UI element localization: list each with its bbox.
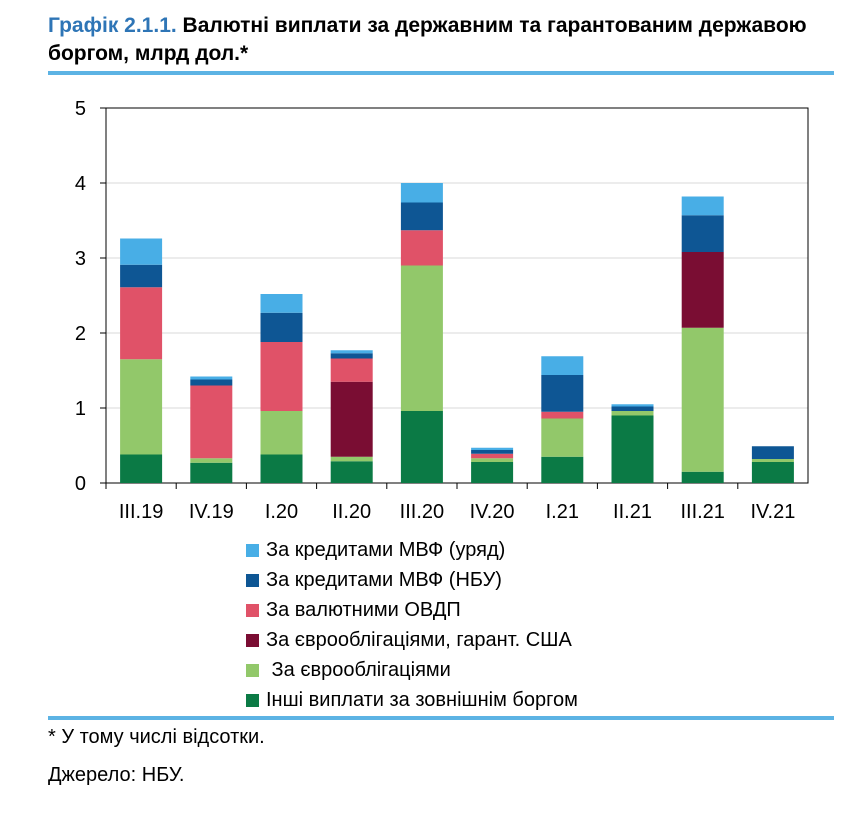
legend-swatch-eurobonds-us [246,633,259,647]
legend-item-ovdp: За валютними ОВДП [246,595,578,625]
bar-segment-eurobonds_us [330,381,373,457]
x-tick-label: III.21 [680,501,724,523]
legend-item-imf-nbu: За кредитами МВФ (НБУ) [246,565,578,595]
bar-segment-other [611,415,654,483]
bar-segment-other [120,454,163,483]
bar-segment-imf_nbu [471,450,514,454]
bar-segment-ovdp [330,358,373,382]
bar-segment-ovdp [120,287,163,360]
bar-segment-other [190,462,233,483]
legend-item-eurobonds: За єврооблігаціями [246,655,578,685]
bar-segment-eurobonds [260,411,303,455]
legend-item-eurobonds-us: За єврооблігаціями, гарант. США [246,625,578,655]
legend-swatch-ovdp [246,603,259,617]
legend-label-ovdp: За валютними ОВДП [266,598,461,621]
bar-segment-imf_nbu [190,379,233,386]
x-tick-label: II.20 [332,501,371,523]
bar-segment-eurobonds [190,458,233,463]
legend-swatch-eurobonds [246,663,259,677]
legend-swatch-imf-gov [246,543,259,557]
source-note: Джерело: НБУ. [48,764,185,786]
bar-segment-other [681,471,724,483]
bar-segment-imf_gov [471,447,514,450]
chart-number: Графік 2.1.1. [48,14,177,37]
legend-label-eurobonds-us: За єврооблігаціями, гарант. США [266,628,572,651]
footer-divider [48,716,834,720]
y-tick-label: 5 [75,98,86,120]
bar-segment-ovdp [190,385,233,459]
bar-segment-imf_gov [330,350,373,354]
legend-label-imf-gov: За кредитами МВФ (уряд) [266,538,506,561]
x-tick-label: II.21 [613,501,652,523]
chart-title: Графік 2.1.1. Валютні виплати за державн… [48,12,838,68]
x-tick-label: I.21 [546,501,579,523]
y-tick-label: 3 [75,248,86,270]
footnote: * У тому числі відсотки. [48,726,265,748]
legend-item-other: Інші виплати за зовнішнім боргом [246,685,578,715]
legend-label-eurobonds: За єврооблігаціями [266,658,451,681]
bar-segment-eurobonds [541,418,584,457]
bar-segment-other [471,462,514,483]
bar-segment-imf_nbu [681,215,724,252]
y-tick-label: 2 [75,323,86,345]
bar-segment-imf_gov [120,238,163,265]
bar-segment-imf_gov [541,356,584,375]
bar-segment-imf_gov [611,404,654,407]
bar-segment-imf_gov [400,183,443,203]
bar-segment-imf_nbu [751,446,794,459]
bar-segment-other [330,461,373,483]
x-tick-label: I.20 [265,501,298,523]
bar-segment-ovdp [541,411,584,419]
bar-segment-imf_gov [190,376,233,380]
y-tick-label: 1 [75,398,86,420]
y-tick-label: 4 [75,173,86,195]
bar-segment-imf_gov [260,294,303,313]
bar-segment-imf_nbu [611,406,654,411]
bar-segment-other [751,462,794,483]
bar-segment-imf_nbu [330,353,373,359]
legend-item-imf-gov: За кредитами МВФ (уряд) [246,535,578,565]
bar-segment-ovdp [400,230,443,266]
legend-label-imf-nbu: За кредитами МВФ (НБУ) [266,568,502,591]
y-tick-label: 0 [75,473,86,495]
bar-chart: 0 1 2 3 4 5 III.19 IV.19 I.20 II.20 III.20 IV.20 I.2… [75,98,809,523]
x-tick-label: IV.20 [470,501,515,523]
x-tick-label: IV.19 [189,501,234,523]
bar-segment-other [541,456,584,483]
bar-segment-eurobonds_us [681,252,724,328]
x-tick-label: III.19 [119,501,163,523]
legend-label-other: Інші виплати за зовнішнім боргом [266,688,578,711]
bar-segment-eurobonds [120,359,163,455]
bar-segment-imf_gov [681,196,724,216]
bar-segment-eurobonds [751,459,794,462]
chart-legend: За кредитами МВФ (уряд) За кредитами МВФ… [246,535,578,715]
legend-swatch-imf-nbu [246,573,259,587]
bar-segment-other [400,411,443,483]
title-divider [48,71,834,75]
bar-segment-eurobonds [330,456,373,462]
bar-segment-ovdp [260,342,303,411]
bar-segment-imf_nbu [120,264,163,288]
bar-segment-eurobonds [400,265,443,411]
legend-swatch-other [246,693,259,707]
chart-title-text: Валютні виплати за державним та гарантов… [48,14,807,65]
bar-segment-other [260,454,303,483]
bar-segment-imf_nbu [260,312,303,342]
x-tick-label: IV.21 [750,501,795,523]
bar-segment-imf_nbu [400,202,443,231]
bar-segment-eurobonds [681,327,724,472]
bar-segment-eurobonds [611,411,654,416]
bar-segment-eurobonds [471,458,514,462]
bar-segment-ovdp [471,453,514,459]
bar-segment-imf_nbu [541,375,584,412]
x-tick-label: III.20 [400,501,444,523]
